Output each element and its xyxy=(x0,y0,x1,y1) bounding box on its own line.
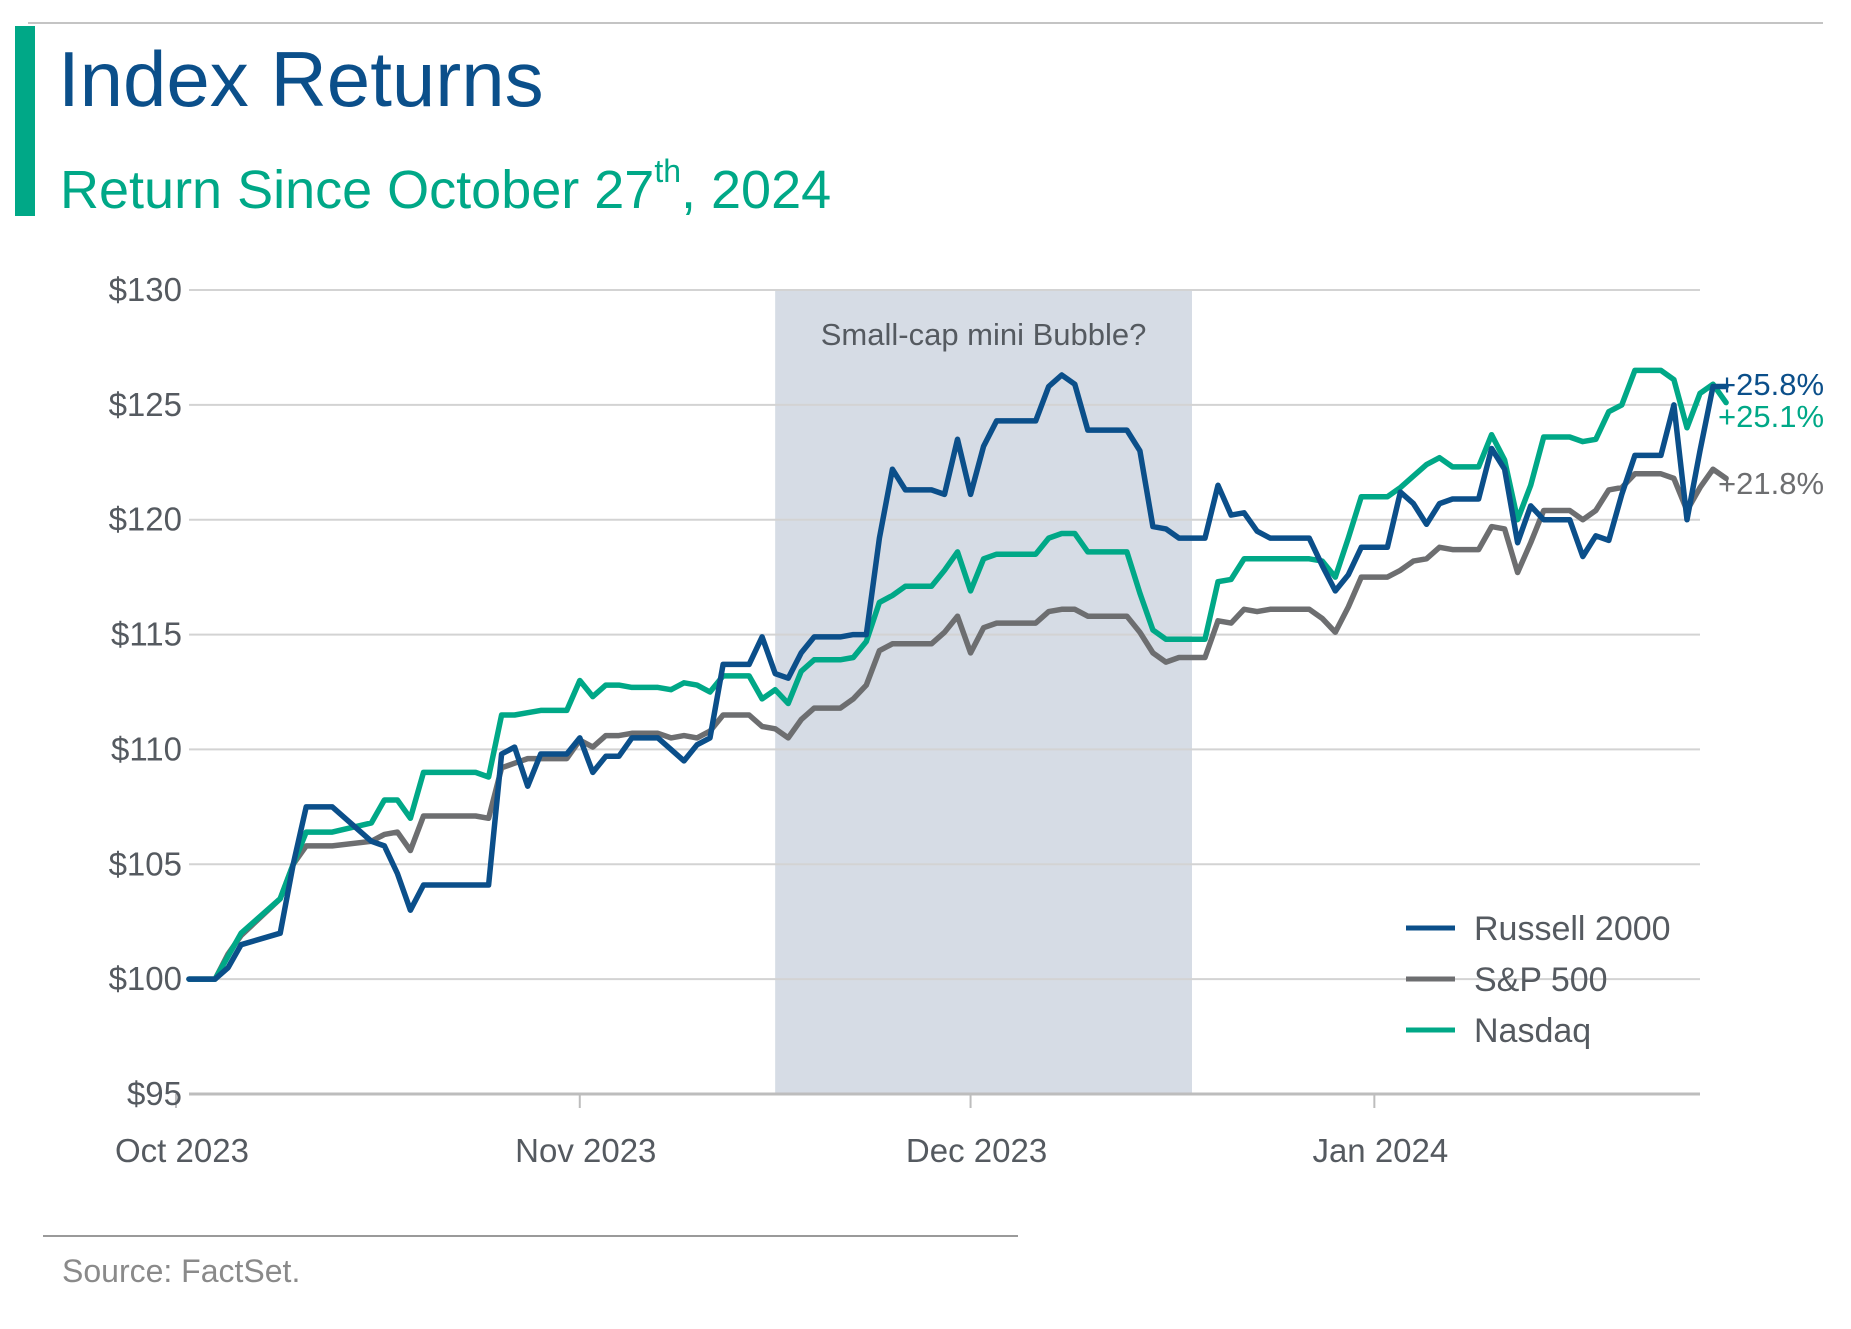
x-tick-label: Oct 2023 xyxy=(115,1132,249,1169)
source-rule xyxy=(43,1235,1018,1237)
subtitle-tail: , 2024 xyxy=(681,160,832,220)
title-accent-bar xyxy=(15,26,35,216)
y-tick-label: $120 xyxy=(109,501,182,538)
y-tick-label: $100 xyxy=(109,960,182,997)
shaded-region-label: Small-cap mini Bubble? xyxy=(821,317,1147,352)
page-subtitle: Return Since October 27th, 2024 xyxy=(60,155,831,217)
page-title: Index Returns xyxy=(58,35,544,123)
y-tick-label: $125 xyxy=(109,386,182,423)
line-chart: Small-cap mini Bubble? $95 $100 $105 $110 $11… xyxy=(109,271,1824,1169)
x-tick-label: Nov 2023 xyxy=(515,1132,656,1169)
y-tick-label: $105 xyxy=(109,845,182,882)
top-rule xyxy=(28,22,1823,24)
subtitle-main: Return Since October 27 xyxy=(60,160,655,220)
legend-label-nasdaq: Nasdaq xyxy=(1474,1012,1591,1050)
y-tick-label: $110 xyxy=(111,730,182,767)
legend-label-russell: Russell 2000 xyxy=(1474,910,1671,948)
end-label-sp500: +21.8% xyxy=(1718,466,1824,501)
y-tick-label: $115 xyxy=(111,616,182,653)
x-tick-label: Dec 2023 xyxy=(906,1132,1047,1169)
end-label-nasdaq: +25.1% xyxy=(1718,399,1824,434)
shaded-region xyxy=(775,290,1192,1094)
legend-label-sp500: S&P 500 xyxy=(1474,961,1608,999)
x-tick-label: Jan 2024 xyxy=(1312,1132,1448,1169)
subtitle-superscript: th xyxy=(654,153,682,189)
y-tick-label: $95 xyxy=(127,1075,182,1112)
source-note: Source: FactSet. xyxy=(62,1253,301,1289)
series-line-russell xyxy=(186,372,1729,982)
series-line-sp500 xyxy=(186,466,1729,982)
y-tick-label: $130 xyxy=(109,271,182,308)
series-line-nasdaq xyxy=(186,367,1729,982)
end-label-russell: +25.8% xyxy=(1718,367,1824,402)
